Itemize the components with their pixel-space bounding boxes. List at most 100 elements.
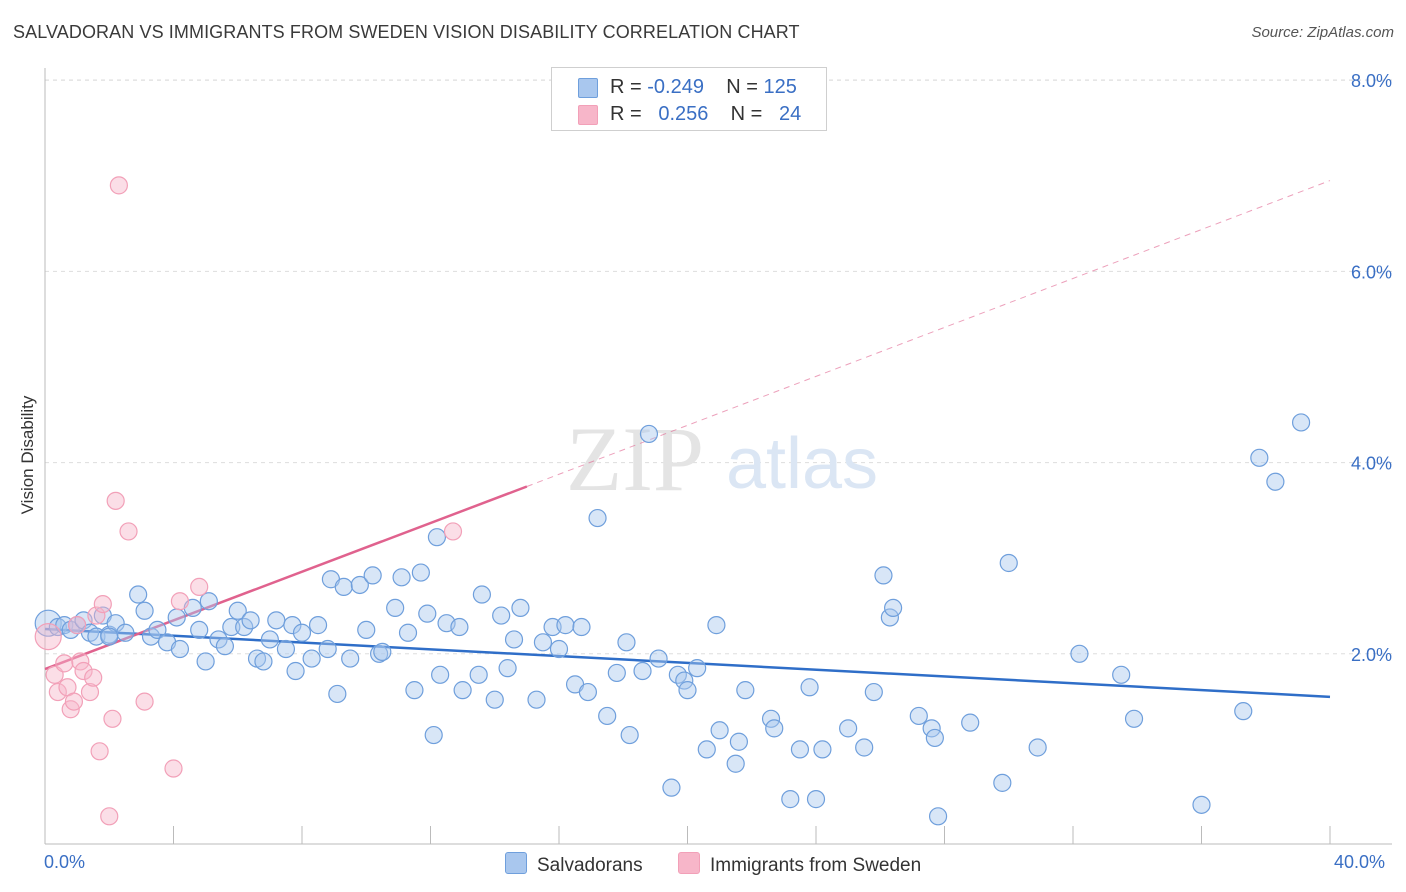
point-salvadoran	[472, 585, 491, 604]
point-sweden	[55, 654, 74, 673]
point-salvadoran	[498, 659, 517, 678]
point-salvadoran	[318, 639, 337, 659]
point-sweden	[100, 807, 119, 826]
point-salvadoran	[1266, 472, 1285, 491]
point-salvadoran	[450, 617, 469, 637]
point-salvadoran	[925, 728, 944, 748]
legend-r-label: R =	[610, 76, 642, 98]
point-salvadoran	[649, 649, 668, 668]
point-salvadoran	[431, 665, 450, 684]
point-salvadoran	[170, 639, 190, 659]
point-salvadoran	[141, 627, 161, 646]
point-sweden	[64, 692, 84, 711]
point-salvadoran	[909, 706, 928, 726]
point-salvadoran	[707, 616, 726, 635]
trend-line-1	[44, 485, 528, 671]
point-salvadoran	[710, 721, 729, 740]
point-sweden	[84, 668, 103, 687]
point-salvadoran	[999, 553, 1018, 573]
y-tick-label: 4.0%	[1351, 454, 1392, 474]
point-salvadoran	[167, 608, 186, 627]
point-salvadoran	[357, 620, 376, 640]
point-salvadoran	[260, 630, 279, 649]
point-salvadoran	[697, 740, 716, 759]
point-salvadoran	[662, 778, 681, 797]
point-salvadoran	[209, 630, 228, 649]
point-salvadoran	[880, 608, 899, 627]
point-salvadoran	[874, 566, 893, 585]
bottom-legend-swatch-blue	[505, 852, 527, 874]
point-salvadoran	[469, 665, 488, 684]
point-salvadoran	[527, 690, 546, 709]
point-salvadoran	[864, 682, 883, 702]
point-salvadoran	[729, 732, 749, 751]
point-sweden	[443, 522, 463, 541]
point-sweden	[106, 491, 125, 510]
y-tick-labels: 2.0% 4.0% 6.0% 8.0%	[1351, 71, 1392, 665]
point-salvadoran	[839, 719, 858, 738]
chart-title: SALVADORAN VS IMMIGRANTS FROM SWEDEN VIS…	[13, 22, 800, 42]
correlation-legend: R = -0.249 N = 125 R = 0.256 N = 24	[551, 67, 827, 131]
point-salvadoran	[765, 719, 784, 738]
point-sweden	[119, 522, 138, 541]
point-salvadoran	[199, 592, 218, 611]
point-salvadoran	[190, 620, 209, 640]
point-salvadoran	[350, 575, 369, 595]
point-salvadoran	[241, 611, 260, 630]
point-salvadoran	[283, 616, 302, 635]
point-sweden	[90, 742, 109, 761]
source-label: Source: ZipAtlas.com	[1251, 24, 1394, 41]
point-salvadoran	[639, 424, 659, 444]
point-salvadoran	[549, 639, 569, 659]
point-sweden	[68, 616, 87, 635]
point-salvadoran	[148, 620, 167, 640]
point-salvadoran	[492, 606, 511, 625]
point-salvadoran	[598, 706, 617, 726]
point-sweden	[71, 652, 90, 671]
point-salvadoran	[235, 617, 254, 637]
point-salvadoran	[215, 637, 234, 656]
point-salvadoran	[678, 681, 697, 700]
point-salvadoran	[1192, 795, 1211, 814]
point-salvadoran	[485, 690, 504, 709]
point-salvadoran	[1250, 448, 1269, 467]
point-sweden	[93, 594, 112, 614]
point-salvadoran	[556, 616, 575, 635]
point-sweden	[103, 709, 122, 728]
legend-n-label: N =	[730, 103, 763, 125]
point-salvadoran	[883, 598, 903, 618]
data-points	[34, 176, 1311, 826]
point-salvadoran	[533, 633, 553, 652]
point-sweden	[135, 692, 154, 711]
point-salvadoran	[370, 644, 389, 663]
point-salvadoran	[276, 639, 296, 659]
point-sweden	[80, 682, 100, 702]
y-tick-label: 6.0%	[1351, 262, 1392, 282]
point-sweden	[87, 606, 106, 625]
gridlines	[45, 79, 1392, 655]
point-salvadoran	[800, 678, 819, 697]
point-salvadoran	[781, 790, 800, 809]
trend-lines	[44, 180, 1331, 699]
point-sweden	[190, 577, 209, 596]
point-salvadoran	[1070, 644, 1089, 663]
point-sweden	[164, 759, 183, 778]
point-salvadoran	[427, 528, 447, 547]
legend-n-label: N =	[726, 76, 758, 98]
point-salvadoran	[308, 616, 328, 635]
point-salvadoran	[196, 652, 215, 671]
bottom-legend-sweden: Immigrants from Sweden	[678, 852, 921, 877]
point-salvadoran	[424, 725, 443, 745]
point-salvadoran	[328, 684, 347, 704]
point-sweden	[34, 622, 62, 651]
point-salvadoran	[386, 598, 405, 618]
point-salvadoran	[228, 601, 247, 620]
point-salvadoran	[341, 649, 360, 668]
point-salvadoran	[617, 633, 636, 652]
y-tick-label: 2.0%	[1351, 645, 1392, 665]
point-salvadoran	[511, 598, 530, 618]
bottom-legend-swatch-pink	[678, 852, 700, 874]
point-salvadoran	[504, 630, 524, 649]
point-salvadoran	[1028, 738, 1047, 757]
